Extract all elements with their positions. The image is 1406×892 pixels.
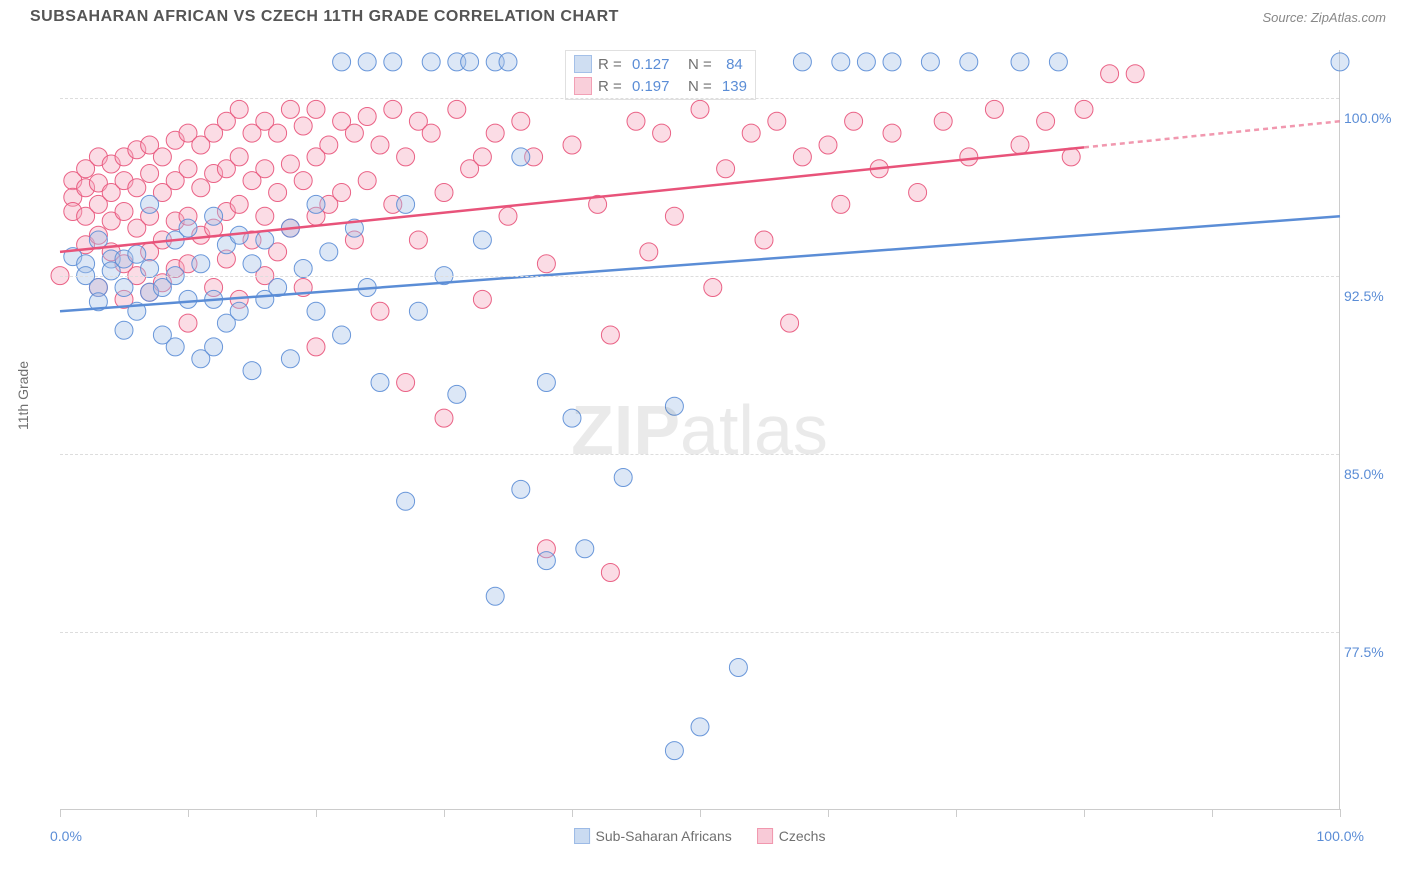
correlation-stats-box: R = 0.127 N = 84 R = 0.197 N = 139 [565, 50, 756, 100]
legend-item-series2: Czechs [757, 828, 826, 844]
legend-swatch-icon [757, 828, 773, 844]
chart-plot-area: ZIPatlas R = 0.127 N = 84 R = 0.197 N = … [60, 50, 1340, 810]
x-axis-min-label: 0.0% [50, 828, 82, 844]
scatter-plot-svg [60, 50, 1339, 809]
legend-item-series1: Sub-Saharan Africans [574, 828, 732, 844]
x-axis-max-label: 100.0% [1317, 828, 1364, 844]
legend-swatch-icon [574, 828, 590, 844]
stats-row-series1: R = 0.127 N = 84 [574, 53, 747, 75]
chart-title: SUBSAHARAN AFRICAN VS CZECH 11TH GRADE C… [30, 8, 619, 26]
chart-legend: Sub-Saharan Africans Czechs [574, 828, 826, 844]
stats-row-series2: R = 0.197 N = 139 [574, 75, 747, 97]
legend-label: Czechs [779, 828, 826, 844]
stats-swatch-icon [574, 77, 592, 95]
source-attribution: Source: ZipAtlas.com [1262, 10, 1386, 25]
stats-swatch-icon [574, 55, 592, 73]
legend-label: Sub-Saharan Africans [596, 828, 732, 844]
y-axis-label: 11th Grade [15, 361, 31, 430]
